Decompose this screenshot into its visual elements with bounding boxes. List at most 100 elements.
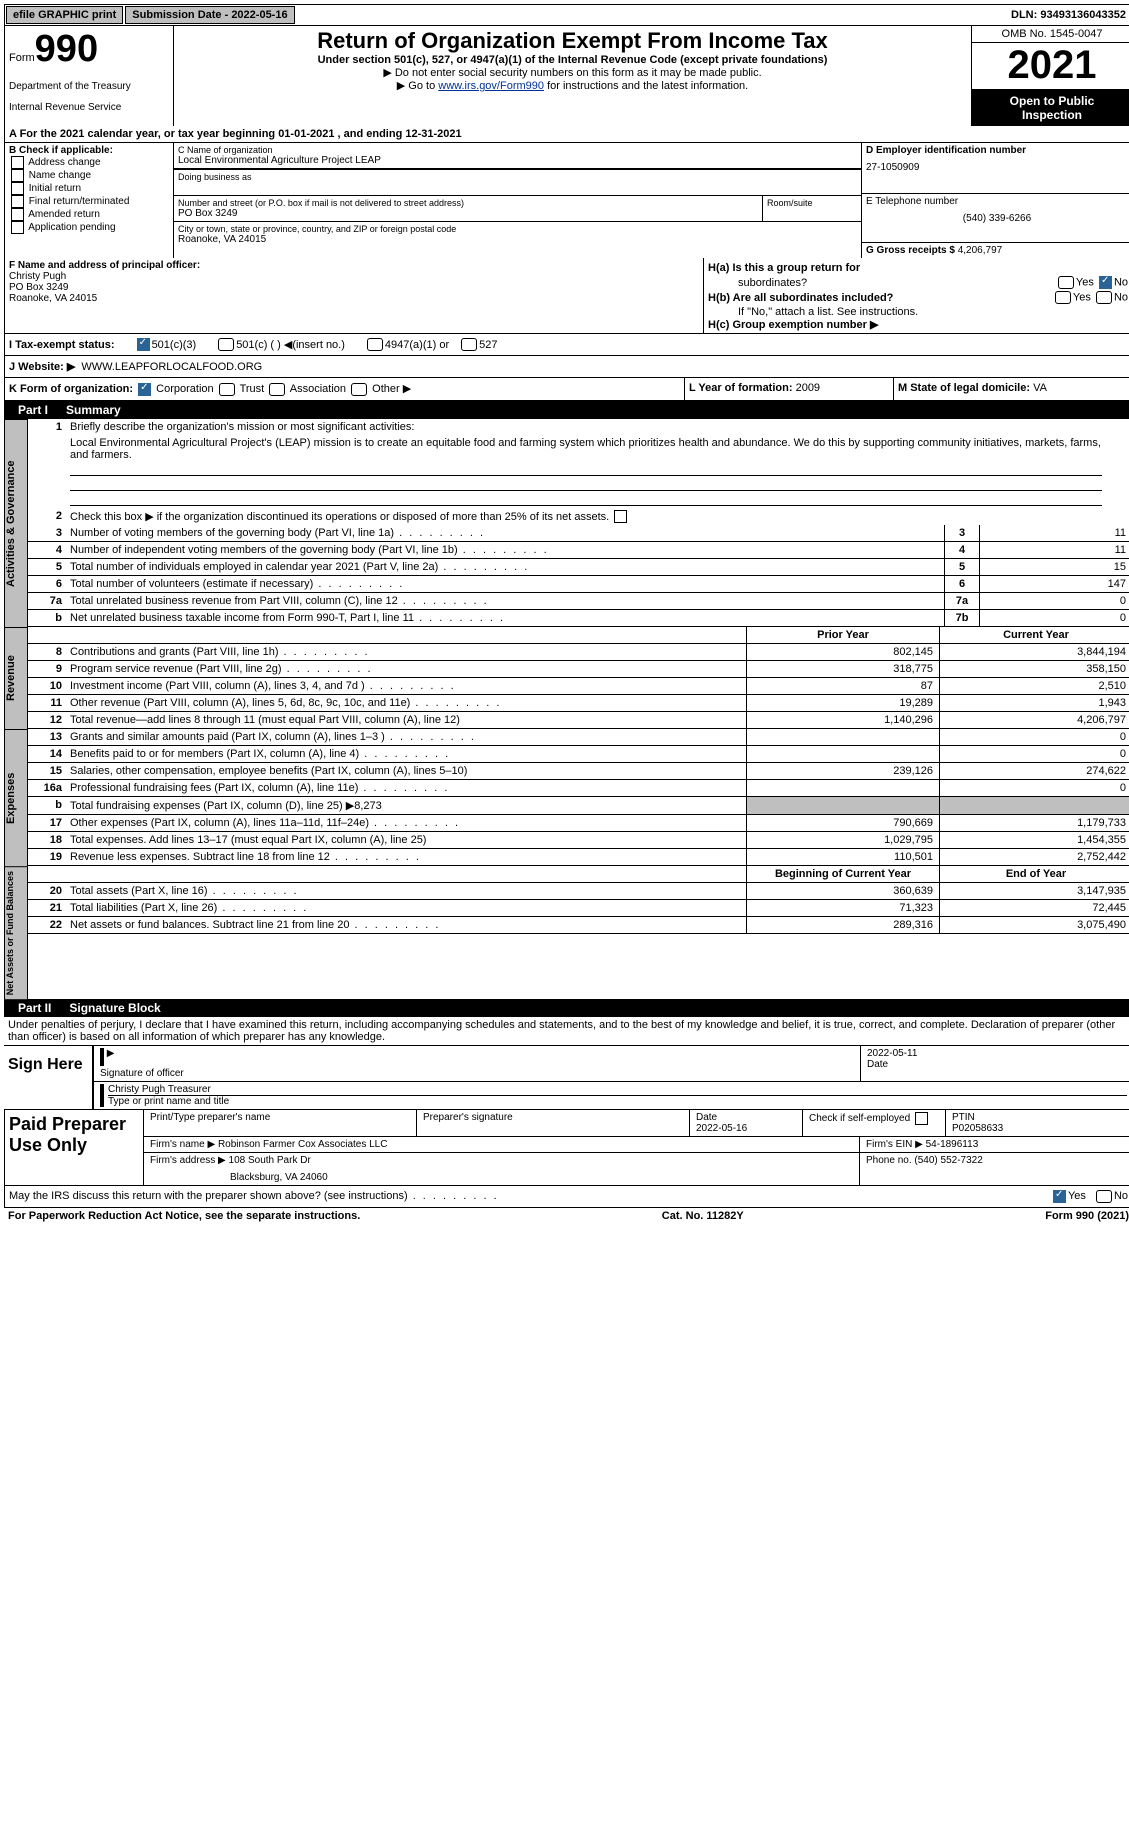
i-527[interactable] [461, 338, 477, 351]
cb-pending[interactable] [11, 221, 24, 234]
l16b-cy [939, 797, 1129, 814]
l11-py: 19,289 [746, 695, 939, 711]
cb-name[interactable] [11, 169, 24, 182]
part2-num: Part II [10, 1001, 59, 1015]
ptin-label: PTIN [952, 1112, 1126, 1123]
cy-hdr: Current Year [939, 627, 1129, 643]
footer-right: Form 990 (2021) [1045, 1210, 1129, 1222]
ha-no[interactable] [1099, 276, 1112, 289]
row-kl: K Form of organization: Corporation Trus… [4, 378, 1129, 401]
k-label: K Form of organization: [9, 383, 133, 395]
l9-cy: 358,150 [939, 661, 1129, 677]
l13-cy: 0 [939, 729, 1129, 745]
self-emp-cb[interactable] [915, 1112, 928, 1125]
l4-desc: Number of independent voting members of … [66, 542, 944, 558]
cb-initial[interactable] [11, 182, 24, 195]
row-i: I Tax-exempt status: 501(c)(3) 501(c) ( … [4, 334, 1129, 356]
yes-text: Yes [1076, 276, 1094, 288]
b-opt-4: Amended return [28, 209, 100, 220]
ptin: P02058633 [952, 1123, 1126, 1134]
tax-year: 2021 [972, 43, 1129, 90]
goto-link[interactable]: www.irs.gov/Form990 [438, 80, 544, 92]
main-title: Return of Organization Exempt From Incom… [180, 28, 965, 54]
dba-label: Doing business as [178, 172, 857, 182]
submission-btn[interactable]: Submission Date - 2022-05-16 [125, 6, 294, 24]
officer-addr2: Roanoke, VA 24015 [9, 293, 699, 304]
l8-cy: 3,844,194 [939, 644, 1129, 660]
part1-title: Summary [66, 403, 121, 417]
i-o3: 4947(a)(1) or [385, 339, 449, 351]
k-other[interactable] [351, 383, 367, 396]
officer-addr1: PO Box 3249 [9, 282, 699, 293]
l20-py: 360,639 [746, 883, 939, 899]
governance-section: Activities & Governance 1 Briefly descri… [4, 419, 1129, 627]
k-assoc[interactable] [269, 383, 285, 396]
i-501c[interactable] [218, 338, 234, 351]
l6-desc: Total number of volunteers (estimate if … [66, 576, 944, 592]
open-inspection: Open to Public Inspection [972, 90, 1129, 126]
i-501c3[interactable] [137, 338, 150, 351]
revenue-section: Revenue Prior Year Current Year 8 Contri… [4, 627, 1129, 729]
firm-addr1: 108 South Park Dr [229, 1155, 311, 1166]
l7b-desc: Net unrelated business taxable income fr… [66, 610, 944, 626]
year-formed: 2009 [796, 382, 820, 394]
l20-cy: 3,147,935 [939, 883, 1129, 899]
l16a-py [746, 780, 939, 796]
l4-val: 11 [979, 542, 1129, 558]
hb-no[interactable] [1096, 291, 1112, 304]
vtab-rev: Revenue [4, 627, 28, 729]
col-k: K Form of organization: Corporation Trus… [5, 378, 685, 400]
l21-cy: 72,445 [939, 900, 1129, 916]
cb-final[interactable] [11, 195, 24, 208]
k-o1: Corporation [156, 383, 213, 395]
k-trust[interactable] [219, 383, 235, 396]
row-j: J Website: ▶ WWW.LEAPFORLOCALFOOD.ORG [4, 356, 1129, 378]
l3-desc: Number of voting members of the governin… [66, 525, 944, 541]
i-4947[interactable] [367, 338, 383, 351]
l16b-py [746, 797, 939, 814]
yes-text2: Yes [1073, 291, 1091, 303]
firm-ein: 54-1896113 [926, 1139, 979, 1150]
l13-desc: Grants and similar amounts paid (Part IX… [66, 729, 746, 745]
l22-desc: Net assets or fund balances. Subtract li… [66, 917, 746, 933]
signer-name: Christy Pugh Treasurer [108, 1084, 1127, 1096]
hb-yes[interactable] [1055, 291, 1071, 304]
discuss-yes[interactable] [1053, 1190, 1066, 1203]
b-opt-3: Final return/terminated [29, 196, 130, 207]
l6-val: 147 [979, 576, 1129, 592]
py-hdr: Prior Year [746, 627, 939, 643]
prep-name-label: Print/Type preparer's name [150, 1112, 410, 1123]
l7a-desc: Total unrelated business revenue from Pa… [66, 593, 944, 609]
cb-amended[interactable] [11, 208, 24, 221]
l16a-desc: Professional fundraising fees (Part IX, … [66, 780, 746, 796]
part2-title: Signature Block [69, 1001, 160, 1015]
ha-yes[interactable] [1058, 276, 1074, 289]
header: Form990 Department of the Treasury Inter… [4, 26, 1129, 126]
l15-desc: Salaries, other compensation, employee b… [66, 763, 746, 779]
addr: PO Box 3249 [178, 208, 758, 219]
cb-address[interactable] [11, 156, 24, 169]
l2-desc: Check this box ▶ if the organization dis… [66, 508, 1129, 525]
l17-cy: 1,179,733 [939, 815, 1129, 831]
l22-py: 289,316 [746, 917, 939, 933]
k-corp[interactable] [138, 383, 151, 396]
date-label: Date [867, 1059, 1127, 1070]
ein: 27-1050909 [866, 162, 1128, 173]
dept: Department of the Treasury [9, 81, 169, 92]
col-m: M State of legal domicile: VA [894, 378, 1129, 400]
efile-btn[interactable]: efile GRAPHIC print [6, 6, 123, 24]
discuss-no[interactable] [1096, 1190, 1112, 1203]
firm-phone-label: Phone no. [866, 1155, 912, 1166]
l2-cb[interactable] [614, 510, 627, 523]
discuss-row: May the IRS discuss this return with the… [4, 1186, 1129, 1208]
goto-pre: ▶ Go to [397, 80, 438, 92]
l9-py: 318,775 [746, 661, 939, 677]
l12-py: 1,140,296 [746, 712, 939, 728]
l14-py [746, 746, 939, 762]
part1-hdr: Part I Summary [4, 401, 1129, 419]
l12-desc: Total revenue—add lines 8 through 11 (mu… [66, 712, 746, 728]
col-h: H(a) Is this a group return for subordin… [704, 258, 1129, 333]
officer-name: Christy Pugh [9, 271, 699, 282]
l10-py: 87 [746, 678, 939, 694]
l5-val: 15 [979, 559, 1129, 575]
